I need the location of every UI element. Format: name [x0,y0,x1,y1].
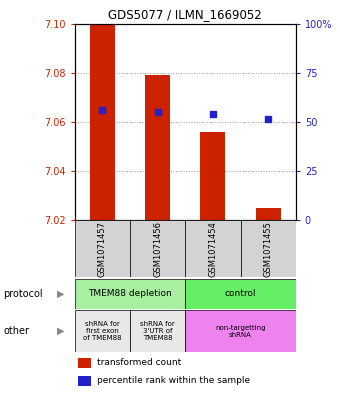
Bar [256,208,280,220]
Bar [78,376,91,386]
Bar [90,24,115,220]
Text: protocol: protocol [3,289,43,299]
Text: GSM1071456: GSM1071456 [153,220,162,277]
Text: transformed count: transformed count [97,358,181,367]
Bar [75,310,130,352]
Text: control: control [225,289,256,298]
Bar [130,220,185,277]
Bar [78,358,91,368]
Text: non-targetting
shRNA: non-targetting shRNA [215,325,266,338]
Text: TMEM88 depletion: TMEM88 depletion [88,289,172,298]
Text: GSM1071454: GSM1071454 [208,220,217,277]
Text: GSM1071455: GSM1071455 [264,220,273,277]
Text: shRNA for
first exon
of TMEM88: shRNA for first exon of TMEM88 [83,321,122,341]
Bar [75,220,130,277]
Title: GDS5077 / ILMN_1669052: GDS5077 / ILMN_1669052 [108,8,262,21]
Bar [241,220,296,277]
Bar [185,279,296,309]
Bar [75,279,185,309]
Text: shRNA for
3'UTR of
TMEM88: shRNA for 3'UTR of TMEM88 [140,321,175,341]
Bar [130,310,185,352]
Text: ▶: ▶ [57,326,65,336]
Bar [185,220,241,277]
Bar [145,75,170,220]
Text: ▶: ▶ [57,289,65,299]
Text: percentile rank within the sample: percentile rank within the sample [97,376,250,385]
Text: GSM1071457: GSM1071457 [98,220,107,277]
Bar [185,310,296,352]
Bar [201,132,225,220]
Text: other: other [3,326,29,336]
